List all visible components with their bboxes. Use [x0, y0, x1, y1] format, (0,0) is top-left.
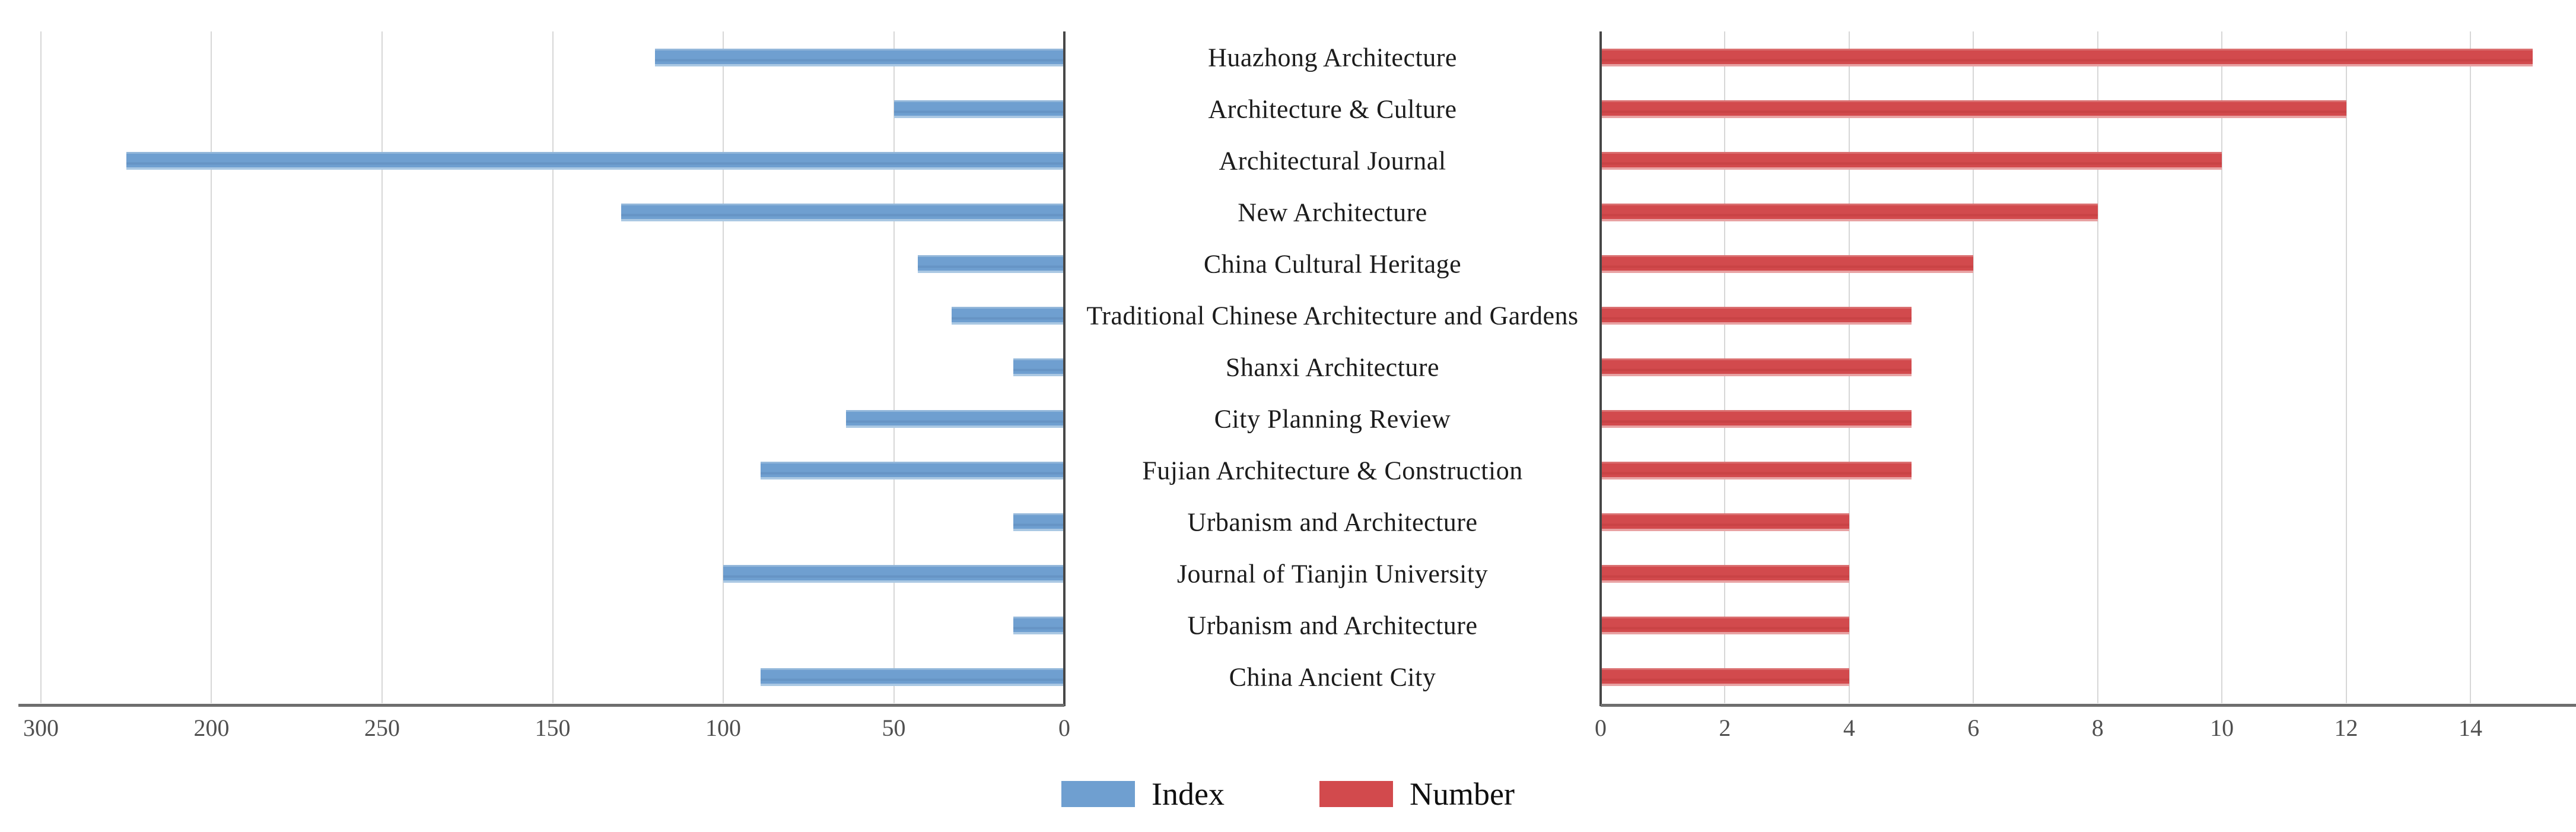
- x-tick-label-left: 200: [193, 714, 230, 741]
- index-plot: [18, 31, 1066, 707]
- number-bar: [1601, 462, 1912, 480]
- number-bar: [1601, 358, 1912, 376]
- number-bar: [1601, 513, 1849, 532]
- index-bar: [846, 410, 1064, 428]
- number-bar: [1601, 151, 2222, 170]
- x-tick-label-right: 14: [2458, 714, 2482, 741]
- category-label: Shanxi Architecture: [1225, 353, 1440, 382]
- x-tick-label-left: 50: [882, 714, 906, 741]
- x-tick-label-left: 300: [23, 714, 59, 741]
- category-label: Urbanism and Architecture: [1187, 611, 1478, 640]
- index-bar: [917, 255, 1064, 273]
- number-bar: [1601, 617, 1849, 635]
- gridline: [2469, 31, 2471, 703]
- number-zero-axis-line: [1599, 31, 1602, 706]
- index-bar: [1013, 617, 1064, 635]
- index-bar: [761, 462, 1064, 480]
- gridline: [40, 31, 42, 703]
- x-tick-label-right: 6: [1967, 714, 1980, 741]
- legend-label-number: Number: [1410, 776, 1515, 812]
- gridline: [381, 31, 383, 703]
- x-tick-label-left: 250: [364, 714, 400, 741]
- legend-swatch-number: [1319, 781, 1393, 807]
- category-label: Huazhong Architecture: [1208, 43, 1457, 72]
- x-tick-label-right: 10: [2210, 714, 2234, 741]
- category-label: China Ancient City: [1229, 662, 1436, 692]
- number-plot: [1599, 31, 2576, 707]
- gridline: [2221, 31, 2223, 703]
- gridline: [2097, 31, 2098, 703]
- number-bar: [1601, 203, 2098, 221]
- number-bar: [1601, 255, 1974, 273]
- category-label: Journal of Tianjin University: [1176, 559, 1489, 589]
- gridline: [552, 31, 554, 703]
- legend-label-index: Index: [1152, 776, 1225, 812]
- category-label: Fujian Architecture & Construction: [1142, 456, 1523, 485]
- category-label: Architecture & Culture: [1208, 94, 1457, 124]
- category-label: Urbanism and Architecture: [1187, 507, 1478, 537]
- category-label: Traditional Chinese Architecture and Gar…: [1086, 301, 1579, 331]
- index-bar: [1013, 358, 1064, 376]
- gridline: [2345, 31, 2347, 703]
- index-bar: [761, 668, 1064, 687]
- gridline: [893, 31, 895, 703]
- index-bar: [126, 151, 1064, 170]
- category-label: New Architecture: [1238, 198, 1427, 227]
- legend-entry-index: Index: [1061, 776, 1225, 812]
- x-tick-label-left: 150: [535, 714, 571, 741]
- number-bar: [1601, 306, 1912, 325]
- index-bar: [655, 48, 1064, 66]
- number-baseline-axis: [1601, 704, 2576, 707]
- x-tick-label-right: 2: [1719, 714, 1731, 741]
- category-labels: Huazhong Architecture Architecture & Cult…: [1064, 31, 1601, 703]
- category-label: Architectural Journal: [1219, 146, 1446, 176]
- index-baseline-axis: [18, 704, 1064, 707]
- index-bar: [1013, 513, 1064, 532]
- gridline: [1973, 31, 1974, 703]
- index-zero-axis-line: [1063, 31, 1066, 706]
- category-label: China Cultural Heritage: [1203, 249, 1462, 279]
- legend-swatch-index: [1061, 781, 1136, 807]
- category-label: City Planning Review: [1214, 404, 1451, 434]
- number-bar: [1601, 48, 2533, 66]
- x-tick-label-right: 4: [1843, 714, 1855, 741]
- index-bar: [723, 565, 1064, 583]
- x-tick-label-right: 0: [1595, 714, 1607, 741]
- index-bar: [952, 306, 1064, 325]
- number-bar: [1601, 100, 2346, 118]
- number-bar: [1601, 668, 1849, 687]
- x-tick-label-left: 100: [705, 714, 741, 741]
- gridline: [211, 31, 212, 703]
- legend: Index Number: [0, 766, 2576, 823]
- x-tick-label-left: 0: [1058, 714, 1070, 741]
- legend-entry-number: Number: [1319, 776, 1515, 812]
- number-bar: [1601, 565, 1849, 583]
- index-bar: [621, 203, 1064, 221]
- x-tick-label-right: 12: [2334, 714, 2358, 741]
- index-bar: [893, 100, 1064, 118]
- x-tick-label-right: 8: [2091, 714, 2104, 741]
- number-bar: [1601, 410, 1912, 428]
- gridline: [722, 31, 724, 703]
